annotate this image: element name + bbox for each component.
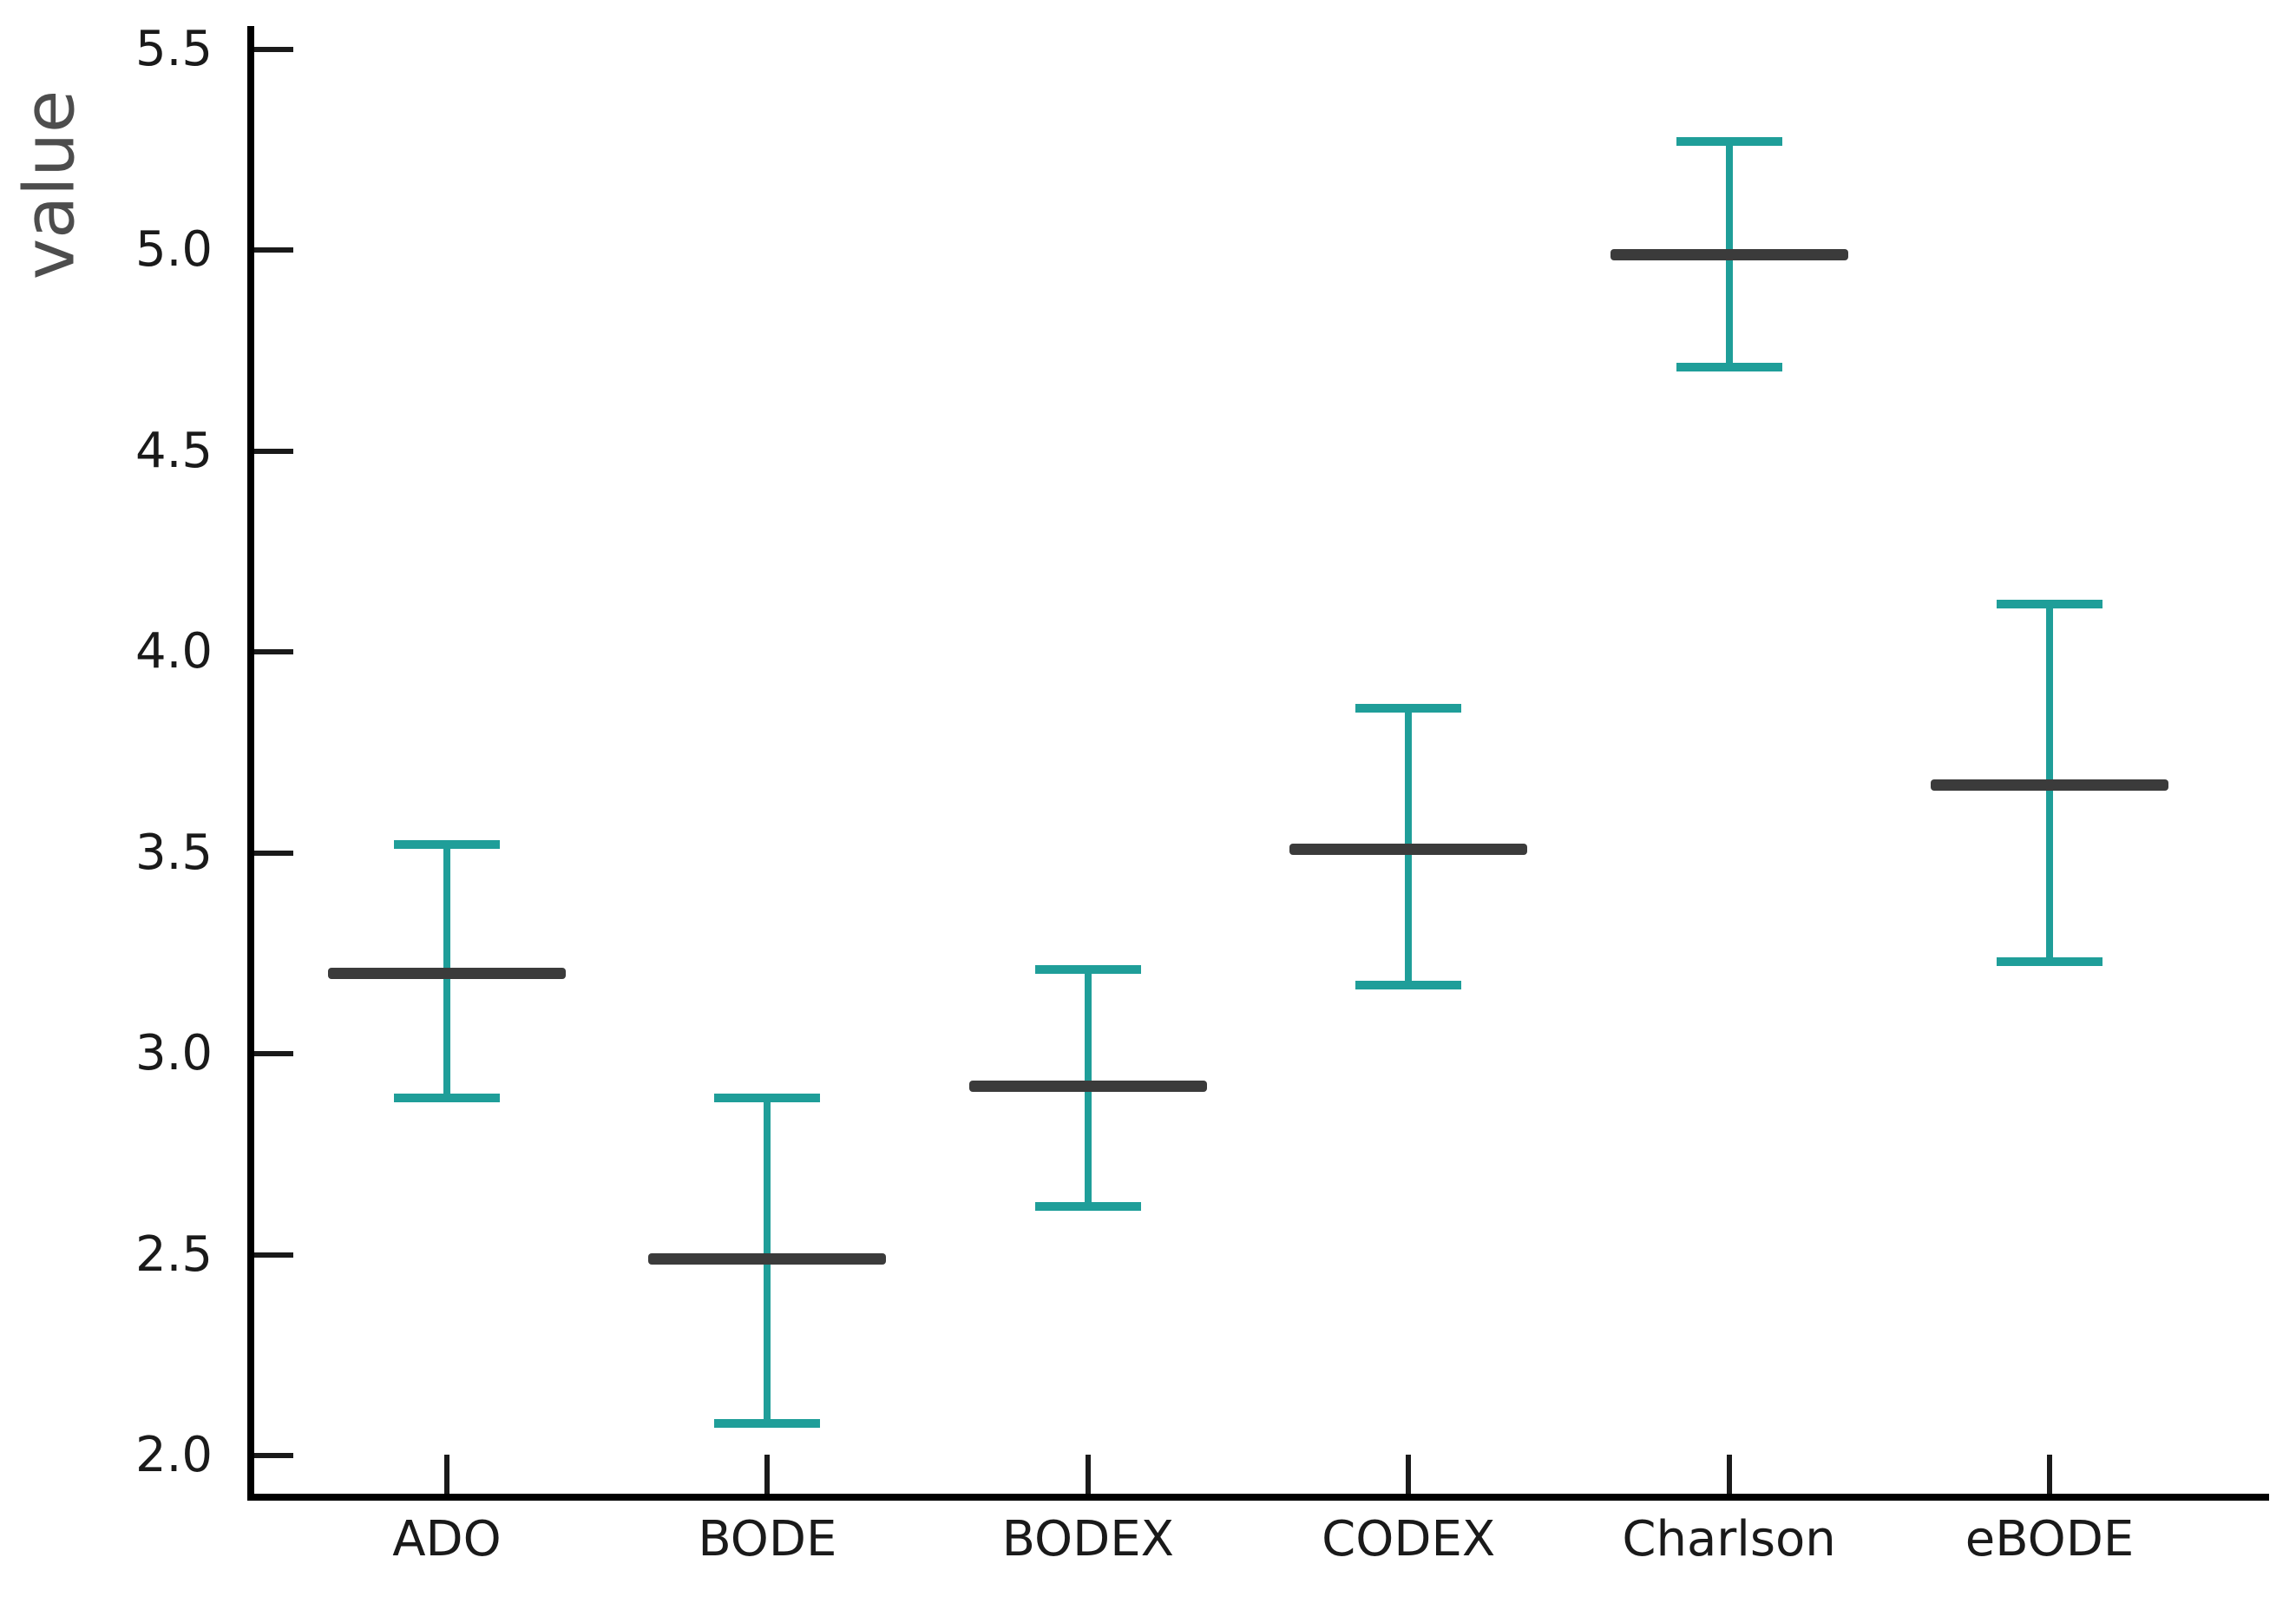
y-tick-label: 4.5 [134,422,213,479]
error-cap-top [1676,137,1782,147]
y-axis-line [247,26,254,1501]
x-tick-label-BODEX: BODEX [1001,1511,1174,1567]
x-tick-label-Charlson: Charlson [1622,1511,1836,1567]
y-tick-mark [254,850,293,856]
error-cap-bottom [714,1418,821,1428]
error-cap-bottom [1676,362,1782,371]
x-tick-mark [764,1455,771,1494]
y-tick-mark [254,1252,293,1258]
error-cap-bottom [1034,1202,1141,1212]
error-cap-top [714,1094,821,1103]
y-tick-mark [254,1051,293,1057]
y-tick-label: 4.0 [134,623,213,680]
x-tick-mark [2047,1455,2052,1494]
x-tick-label-BODE: BODE [698,1511,837,1567]
y-tick-label: 3.0 [134,1025,213,1082]
y-tick-mark [254,47,293,52]
y-tick-mark [254,247,293,253]
error-cap-top [394,840,500,850]
x-tick-mark [444,1455,449,1494]
error-cap-bottom [394,1094,500,1103]
mean-line [1931,779,2168,791]
error-cap-top [1034,964,1141,974]
y-tick-label: 5.5 [134,21,213,77]
y-tick-mark [254,448,293,454]
x-tick-mark [1085,1455,1091,1494]
x-axis-line [247,1494,2269,1501]
mean-line [968,1080,1207,1092]
y-tick-label: 3.5 [134,824,213,881]
x-tick-mark [1406,1455,1412,1494]
y-tick-label: 2.5 [134,1226,213,1283]
error-cap-bottom [1355,981,1462,990]
y-tick-mark [254,649,293,655]
x-tick-label-CODEX: CODEX [1322,1511,1496,1567]
mean-line [328,968,566,980]
y-tick-label: 2.0 [134,1426,213,1483]
x-tick-label-eBODE: eBODE [1965,1511,2135,1567]
y-tick-mark [254,1452,293,1458]
x-tick-mark [1726,1455,1732,1494]
mean-line [648,1252,887,1265]
mean-line [1289,843,1528,855]
error-cap-bottom [1997,956,2102,966]
error-cap-top [1997,599,2102,608]
x-tick-label-ADO: ADO [392,1511,502,1567]
y-tick-label: 5.0 [134,221,213,279]
mean-line [1610,248,1848,260]
error-cap-top [1355,704,1462,713]
